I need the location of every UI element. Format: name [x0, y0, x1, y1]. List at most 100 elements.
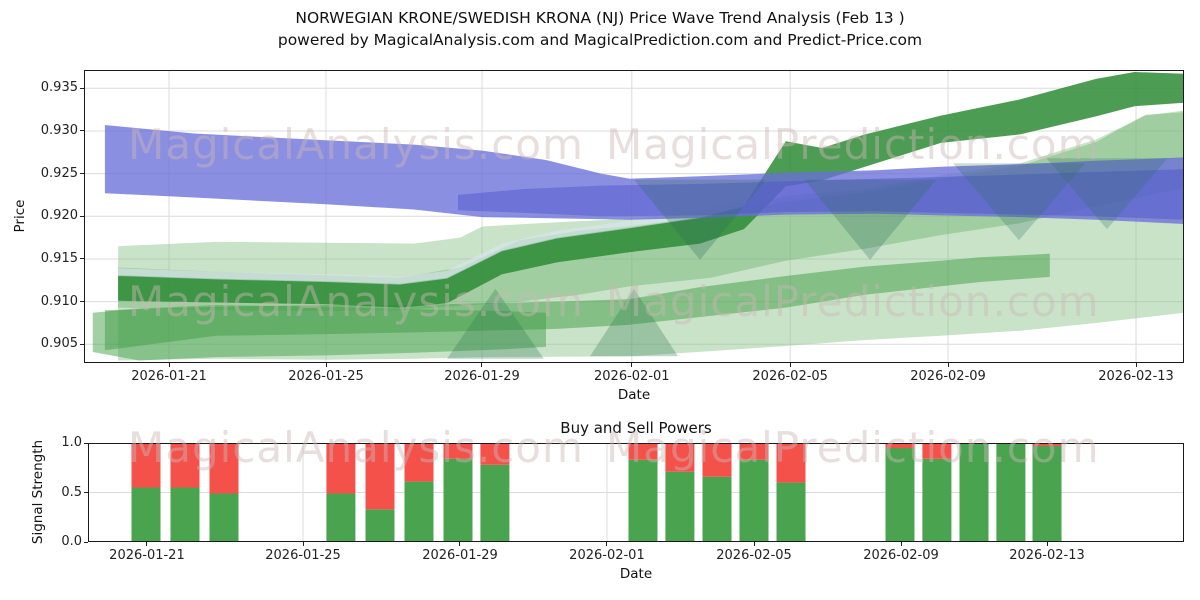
- sell-bar-segment: [365, 443, 395, 510]
- x-tick-label: 2026-01-29: [444, 369, 520, 384]
- buy-sell-plot-area: [88, 443, 1184, 542]
- page-title: NORWEGIAN KRONE/SWEDISH KRONA (NJ) Price…: [0, 7, 1200, 51]
- page-title-line1: NORWEGIAN KRONE/SWEDISH KRONA (NJ) Price…: [295, 9, 905, 27]
- x-tick-label: 2026-02-13: [1009, 548, 1085, 563]
- buy-bar-segment: [443, 458, 473, 542]
- x-tick-label: 2026-01-25: [288, 369, 364, 384]
- sell-bar-segment: [326, 443, 356, 494]
- y-tick-mark: [80, 258, 84, 260]
- x-tick-mark: [1135, 363, 1137, 367]
- overlay-wave-peak-1: [447, 288, 544, 359]
- sell-bar-segment: [170, 443, 200, 488]
- buy-bar-segment: [776, 482, 806, 542]
- overlay-wave-notch-4: [1046, 158, 1168, 230]
- x-tick-label: 2026-02-05: [752, 369, 828, 384]
- x-tick-mark: [168, 363, 170, 367]
- x-tick-mark: [947, 363, 949, 367]
- x-tick-mark: [1046, 542, 1048, 546]
- y-tick-mark: [84, 442, 88, 444]
- buy-bar-segment: [628, 459, 658, 542]
- sell-bar-segment: [922, 443, 952, 459]
- buy-bar-segment: [326, 493, 356, 542]
- y-tick-mark: [80, 343, 84, 345]
- band-wave-dark: [118, 72, 1184, 308]
- y-tick-label: 0.935: [40, 80, 78, 96]
- x-tick-mark: [459, 542, 461, 546]
- x-tick-mark: [302, 542, 304, 546]
- buy-bar-segment: [404, 481, 434, 542]
- x-tick-label: 2026-02-13: [1098, 369, 1174, 384]
- price-wave-plot-area: [84, 70, 1184, 363]
- x-tick-mark: [789, 363, 791, 367]
- y-tick-label: 0.5: [61, 484, 82, 500]
- sell-bar-segment: [1032, 443, 1062, 446]
- y-tick-label: 0.920: [40, 208, 78, 224]
- sell-bar-segment: [776, 443, 806, 483]
- band-blue-core: [458, 169, 1184, 220]
- y-tick-label: 1.0: [61, 435, 82, 450]
- price-axis-label: Price: [12, 199, 28, 233]
- y-tick-mark: [80, 173, 84, 175]
- sell-bar-segment: [665, 443, 695, 472]
- x-tick-label: 2026-02-01: [569, 548, 645, 563]
- buy-bar-segment: [996, 443, 1026, 542]
- buy-bar-segment: [209, 493, 239, 542]
- x-tick-mark: [631, 363, 633, 367]
- x-tick-mark: [481, 363, 483, 367]
- y-tick-label: 0.925: [40, 165, 78, 181]
- y-tick-mark: [80, 301, 84, 303]
- band-blue-band: [104, 125, 1184, 224]
- x-tick-mark: [325, 363, 327, 367]
- buy-sell-title: Buy and Sell Powers: [560, 419, 712, 437]
- y-tick-label: 0.915: [40, 250, 78, 266]
- sell-bar-segment: [739, 443, 769, 460]
- y-tick-mark: [80, 130, 84, 132]
- band-bottom-dark: [104, 253, 1050, 351]
- y-tick-label: 0.0: [61, 534, 82, 549]
- y-tick-label: 0.910: [40, 293, 78, 309]
- buy-bar-segment: [959, 443, 989, 542]
- page-title-line2: powered by MagicalAnalysis.com and Magic…: [277, 31, 923, 49]
- buy-bar-segment: [1032, 446, 1062, 542]
- bottom-date-axis-label: Date: [619, 566, 653, 582]
- buy-bar-segment: [365, 509, 395, 542]
- x-tick-label: 2026-02-05: [716, 548, 792, 563]
- x-tick-label: 2026-01-25: [265, 548, 341, 563]
- sell-bar-segment: [209, 443, 239, 494]
- x-tick-label: 2026-02-09: [910, 369, 986, 384]
- overlay-wave-notch-3: [953, 163, 1085, 241]
- buy-bar-segment: [665, 471, 695, 542]
- x-tick-mark: [753, 542, 755, 546]
- x-tick-mark: [606, 542, 608, 546]
- x-tick-label: 2026-01-29: [422, 548, 498, 563]
- buy-bar-segment: [702, 476, 732, 542]
- top-date-axis-label: Date: [617, 387, 651, 403]
- sell-bar-segment: [885, 443, 915, 448]
- x-tick-label: 2026-01-21: [109, 548, 185, 563]
- y-tick-mark: [80, 215, 84, 217]
- x-tick-label: 2026-02-09: [863, 548, 939, 563]
- y-tick-mark: [84, 541, 88, 543]
- x-tick-label: 2026-02-01: [594, 369, 670, 384]
- sell-bar-segment: [480, 443, 510, 465]
- y-tick-label: 0.905: [40, 336, 78, 352]
- overlay-wave-peak-2: [590, 288, 678, 357]
- buy-bar-segment: [170, 487, 200, 542]
- buy-bar-segment: [739, 459, 769, 542]
- y-tick-mark: [84, 492, 88, 493]
- sell-bar-segment: [702, 443, 732, 477]
- band-white-streak: [118, 199, 745, 285]
- x-tick-label: 2026-01-21: [131, 369, 207, 384]
- x-tick-mark: [900, 542, 902, 546]
- sell-bar-segment: [628, 443, 658, 460]
- buy-bar-segment: [885, 448, 915, 542]
- sell-bar-segment: [131, 443, 161, 488]
- y-tick-mark: [80, 87, 84, 89]
- sell-bar-segment: [443, 443, 473, 459]
- buy-bar-segment: [131, 487, 161, 542]
- overlay-wave-notch-1: [634, 179, 766, 260]
- sell-bar-segment: [404, 443, 434, 482]
- x-tick-mark: [146, 542, 148, 546]
- buy-bar-segment: [922, 458, 952, 542]
